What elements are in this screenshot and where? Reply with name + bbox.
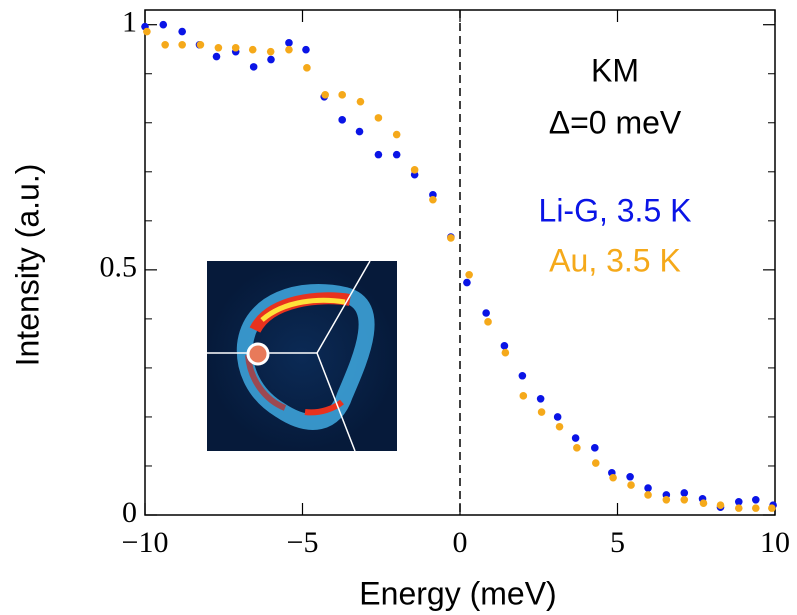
data-point	[285, 46, 293, 54]
data-point	[644, 484, 652, 492]
data-point	[501, 342, 509, 350]
data-point	[447, 234, 455, 242]
data-point	[680, 496, 688, 504]
data-point	[752, 496, 760, 504]
legend-entry: Au, 3.5 K	[549, 242, 681, 278]
x-tick-label: 0	[453, 526, 468, 559]
data-point	[159, 21, 167, 29]
data-point	[357, 98, 365, 106]
x-axis-label: Energy (meV)	[359, 575, 556, 611]
data-point	[321, 91, 329, 99]
data-point	[592, 459, 600, 467]
data-point	[556, 423, 564, 431]
legend-entry: Li-G, 3.5 K	[539, 192, 692, 228]
y-tick-label: 0	[122, 496, 137, 529]
data-point	[502, 349, 510, 357]
data-point	[161, 41, 169, 49]
data-point	[285, 39, 293, 47]
data-point	[393, 131, 401, 139]
data-point	[484, 318, 492, 326]
data-point	[178, 28, 186, 36]
data-point	[338, 91, 346, 99]
chart: Energy (meV) Intensity (a.u.) KM Δ=0 meV…	[0, 0, 797, 615]
data-point	[465, 271, 473, 279]
data-point	[609, 474, 617, 482]
x-tick-label: −10	[122, 526, 169, 559]
data-point	[768, 504, 776, 512]
data-point	[717, 501, 725, 509]
data-point	[644, 491, 652, 499]
data-point	[537, 395, 545, 403]
data-point	[143, 28, 151, 36]
data-point	[429, 196, 437, 204]
data-point	[303, 64, 311, 72]
data-point	[700, 499, 708, 507]
data-point	[375, 151, 383, 159]
data-point	[232, 44, 240, 52]
annotation: KM	[591, 52, 639, 88]
data-point	[591, 444, 599, 452]
data-point	[626, 473, 634, 481]
x-tick-label: 5	[610, 526, 625, 559]
data-point	[197, 41, 205, 49]
y-tick-label: 1	[122, 6, 137, 39]
data-point	[554, 413, 562, 421]
data-point	[573, 444, 581, 452]
data-point	[250, 63, 258, 71]
data-point	[215, 44, 223, 52]
data-point	[538, 408, 546, 416]
data-point	[627, 481, 635, 489]
data-point	[393, 151, 401, 159]
data-point	[663, 496, 671, 504]
data-point	[680, 489, 688, 497]
data-point	[249, 46, 257, 54]
x-tick-label: −5	[287, 526, 319, 559]
inset-image	[207, 261, 397, 451]
data-point	[572, 434, 580, 442]
data-point	[213, 53, 221, 61]
data-point	[356, 128, 364, 136]
data-point	[411, 166, 419, 174]
x-tick-label: 10	[760, 526, 790, 559]
data-point	[267, 56, 275, 64]
data-point	[267, 48, 275, 56]
data-point	[375, 114, 383, 122]
data-point	[338, 116, 346, 124]
data-point	[752, 504, 760, 512]
annotation: Δ=0 meV	[549, 104, 682, 140]
data-point	[519, 372, 527, 380]
data-point	[482, 309, 490, 317]
data-point	[463, 279, 471, 287]
y-axis-label: Intensity (a.u.)	[9, 164, 45, 367]
data-point	[178, 41, 186, 49]
y-tick-label: 0.5	[100, 251, 138, 284]
data-point	[520, 392, 528, 400]
data-point	[735, 504, 743, 512]
data-point	[302, 46, 310, 54]
